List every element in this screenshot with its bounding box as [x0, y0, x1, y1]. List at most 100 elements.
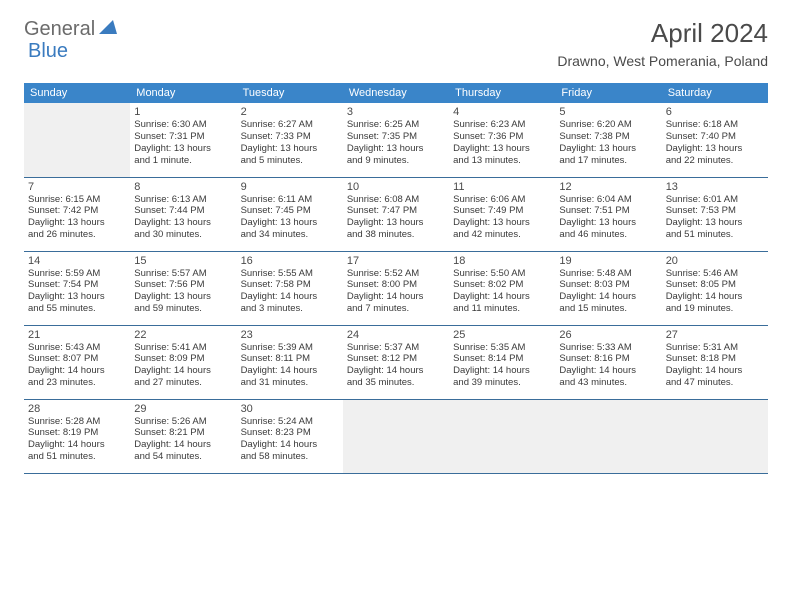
dow-cell: Saturday: [662, 83, 768, 103]
week-row: 7Sunrise: 6:15 AMSunset: 7:42 PMDaylight…: [24, 177, 768, 251]
day-text: Sunset: 7:31 PM: [134, 131, 232, 143]
day-text: Sunrise: 6:04 AM: [559, 194, 657, 206]
day-text: Daylight: 14 hours: [241, 291, 339, 303]
day-text: Sunrise: 6:23 AM: [453, 119, 551, 131]
day-text: Sunrise: 5:46 AM: [666, 268, 764, 280]
day-text: Daylight: 14 hours: [347, 365, 445, 377]
day-text: and 58 minutes.: [241, 451, 339, 463]
day-cell: 5Sunrise: 6:20 AMSunset: 7:38 PMDaylight…: [555, 103, 661, 177]
day-text: Daylight: 13 hours: [453, 217, 551, 229]
day-text: and 54 minutes.: [134, 451, 232, 463]
day-number: 4: [453, 106, 551, 118]
day-text: and 51 minutes.: [666, 229, 764, 241]
day-text: and 15 minutes.: [559, 303, 657, 315]
day-cell: 27Sunrise: 5:31 AMSunset: 8:18 PMDayligh…: [662, 325, 768, 399]
day-cell: 29Sunrise: 5:26 AMSunset: 8:21 PMDayligh…: [130, 399, 236, 473]
dow-row: SundayMondayTuesdayWednesdayThursdayFrid…: [24, 83, 768, 103]
day-text: and 39 minutes.: [453, 377, 551, 389]
day-text: Sunrise: 6:08 AM: [347, 194, 445, 206]
day-text: Daylight: 13 hours: [666, 217, 764, 229]
day-number: 6: [666, 106, 764, 118]
day-cell: 23Sunrise: 5:39 AMSunset: 8:11 PMDayligh…: [237, 325, 343, 399]
day-text: Sunset: 7:56 PM: [134, 279, 232, 291]
day-text: and 7 minutes.: [347, 303, 445, 315]
day-number: 21: [28, 329, 126, 341]
day-cell: 16Sunrise: 5:55 AMSunset: 7:58 PMDayligh…: [237, 251, 343, 325]
logo-sub: Blue: [28, 40, 68, 63]
day-text: and 51 minutes.: [28, 451, 126, 463]
day-number: 28: [28, 403, 126, 415]
day-text: and 30 minutes.: [134, 229, 232, 241]
day-text: and 42 minutes.: [453, 229, 551, 241]
day-text: Sunset: 7:35 PM: [347, 131, 445, 143]
day-text: and 26 minutes.: [28, 229, 126, 241]
day-text: Sunset: 8:00 PM: [347, 279, 445, 291]
day-text: Daylight: 14 hours: [28, 439, 126, 451]
day-text: and 31 minutes.: [241, 377, 339, 389]
day-number: 23: [241, 329, 339, 341]
day-text: Sunrise: 6:27 AM: [241, 119, 339, 131]
day-text: and 11 minutes.: [453, 303, 551, 315]
day-text: Sunset: 7:53 PM: [666, 205, 764, 217]
day-text: and 55 minutes.: [28, 303, 126, 315]
day-text: Daylight: 14 hours: [666, 291, 764, 303]
day-text: Sunrise: 5:39 AM: [241, 342, 339, 354]
day-text: Sunset: 7:38 PM: [559, 131, 657, 143]
day-number: 25: [453, 329, 551, 341]
day-text: Daylight: 13 hours: [453, 143, 551, 155]
day-text: Sunset: 8:12 PM: [347, 353, 445, 365]
day-text: Sunset: 8:09 PM: [134, 353, 232, 365]
day-number: 8: [134, 181, 232, 193]
day-number: 5: [559, 106, 657, 118]
dow-cell: Thursday: [449, 83, 555, 103]
day-text: Sunrise: 6:18 AM: [666, 119, 764, 131]
day-text: Sunrise: 5:52 AM: [347, 268, 445, 280]
day-number: 9: [241, 181, 339, 193]
day-text: Sunset: 7:33 PM: [241, 131, 339, 143]
day-text: Sunrise: 5:57 AM: [134, 268, 232, 280]
day-text: Sunset: 7:36 PM: [453, 131, 551, 143]
day-number: 16: [241, 255, 339, 267]
empty-cell: [662, 399, 768, 473]
day-text: and 5 minutes.: [241, 155, 339, 167]
week-row: 21Sunrise: 5:43 AMSunset: 8:07 PMDayligh…: [24, 325, 768, 399]
day-cell: 4Sunrise: 6:23 AMSunset: 7:36 PMDaylight…: [449, 103, 555, 177]
day-cell: 24Sunrise: 5:37 AMSunset: 8:12 PMDayligh…: [343, 325, 449, 399]
header: General April 2024 Drawno, West Pomerani…: [0, 0, 792, 73]
day-text: Daylight: 13 hours: [134, 143, 232, 155]
day-text: Daylight: 13 hours: [347, 143, 445, 155]
day-number: 10: [347, 181, 445, 193]
day-number: 17: [347, 255, 445, 267]
calendar-table: SundayMondayTuesdayWednesdayThursdayFrid…: [24, 83, 768, 474]
page-title: April 2024: [557, 18, 768, 49]
day-text: Sunrise: 6:11 AM: [241, 194, 339, 206]
day-text: and 59 minutes.: [134, 303, 232, 315]
day-cell: 28Sunrise: 5:28 AMSunset: 8:19 PMDayligh…: [24, 399, 130, 473]
day-text: Sunset: 8:05 PM: [666, 279, 764, 291]
logo-triangle-icon: [99, 20, 117, 39]
day-cell: 26Sunrise: 5:33 AMSunset: 8:16 PMDayligh…: [555, 325, 661, 399]
day-text: Daylight: 14 hours: [666, 365, 764, 377]
day-text: and 1 minute.: [134, 155, 232, 167]
day-number: 26: [559, 329, 657, 341]
day-text: and 46 minutes.: [559, 229, 657, 241]
day-cell: 30Sunrise: 5:24 AMSunset: 8:23 PMDayligh…: [237, 399, 343, 473]
empty-cell: [555, 399, 661, 473]
day-text: Sunrise: 6:06 AM: [453, 194, 551, 206]
day-text: Sunrise: 5:37 AM: [347, 342, 445, 354]
day-text: Sunrise: 5:33 AM: [559, 342, 657, 354]
day-cell: 17Sunrise: 5:52 AMSunset: 8:00 PMDayligh…: [343, 251, 449, 325]
day-text: Sunrise: 5:48 AM: [559, 268, 657, 280]
day-cell: 11Sunrise: 6:06 AMSunset: 7:49 PMDayligh…: [449, 177, 555, 251]
day-text: Sunset: 7:40 PM: [666, 131, 764, 143]
day-number: 1: [134, 106, 232, 118]
day-cell: 1Sunrise: 6:30 AMSunset: 7:31 PMDaylight…: [130, 103, 236, 177]
day-text: Daylight: 13 hours: [28, 291, 126, 303]
day-text: and 19 minutes.: [666, 303, 764, 315]
day-number: 2: [241, 106, 339, 118]
day-text: Daylight: 13 hours: [134, 217, 232, 229]
day-cell: 18Sunrise: 5:50 AMSunset: 8:02 PMDayligh…: [449, 251, 555, 325]
day-text: Daylight: 13 hours: [666, 143, 764, 155]
day-text: Sunset: 7:51 PM: [559, 205, 657, 217]
day-text: Sunset: 7:44 PM: [134, 205, 232, 217]
